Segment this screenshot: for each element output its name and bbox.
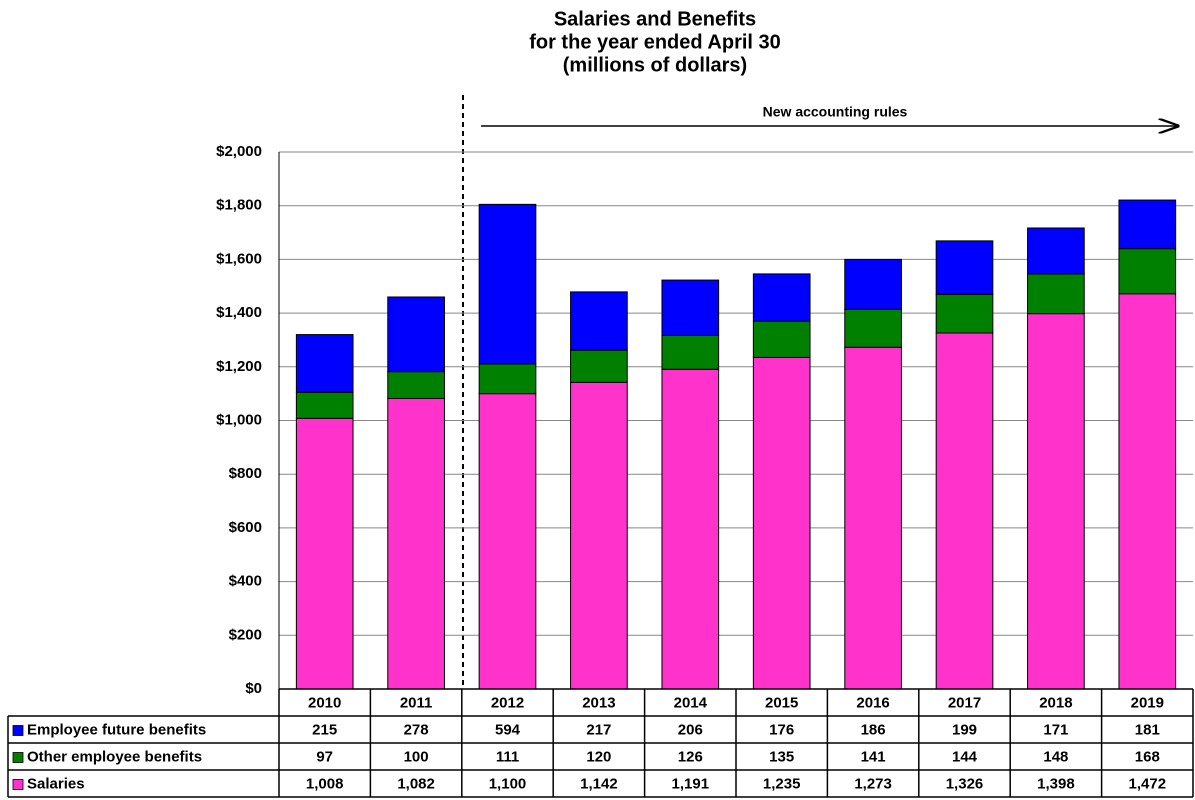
x-tick-label: 2011 [400, 694, 433, 711]
table-value: 111 [496, 748, 519, 765]
legend-key [12, 752, 24, 763]
bar-segment [1118, 199, 1177, 250]
y-tick-label: $0 [245, 680, 262, 697]
table-value: 1,100 [489, 775, 527, 792]
bar-segment [661, 279, 720, 336]
y-tick-label: $1,000 [216, 411, 262, 428]
bar-segment [752, 273, 811, 322]
bar-segment [387, 371, 445, 399]
table-value: 181 [1135, 721, 1160, 738]
x-tick-label: 2014 [674, 694, 708, 711]
bar-segment [295, 417, 354, 690]
legend-key [12, 779, 24, 790]
bar-segment [387, 397, 445, 690]
table-value: 1,142 [580, 775, 618, 792]
y-tick-label: $400 [229, 573, 262, 590]
bar-segment [661, 368, 720, 690]
legend-key [12, 725, 24, 736]
table-value: 186 [861, 721, 886, 738]
table-value: 1,472 [1129, 775, 1167, 792]
x-tick-label: 2018 [1039, 694, 1072, 711]
bar-segment [844, 258, 902, 310]
bar-segment [1118, 248, 1177, 295]
table-value: 1,326 [946, 775, 984, 792]
bar-segment [844, 308, 902, 348]
x-tick-label: 2015 [765, 694, 798, 711]
bar-segment [844, 346, 902, 690]
bar-segment [661, 334, 720, 370]
table-value: 199 [952, 721, 977, 738]
table-value: 215 [312, 721, 337, 738]
x-tick-label: 2010 [308, 694, 341, 711]
bar-segment [1027, 313, 1085, 690]
table-value: 1,273 [854, 775, 892, 792]
annotation: New accounting rules [763, 104, 908, 120]
bar-segment [387, 296, 445, 373]
x-tick-label: 2017 [948, 694, 981, 711]
bar-segment [1027, 273, 1085, 315]
y-tick-label: $1,600 [216, 250, 262, 267]
bar-segment [570, 349, 628, 383]
bar-segment [752, 356, 811, 690]
x-tick-label: 2013 [582, 694, 615, 711]
table-value: 1,235 [763, 775, 801, 792]
table-value: 594 [495, 721, 521, 738]
table-value: 135 [769, 748, 794, 765]
y-tick-label: $1,800 [216, 197, 262, 214]
table-value: 120 [586, 748, 611, 765]
table-value: 168 [1135, 748, 1160, 765]
chart-title: Salaries and Benefits [554, 8, 756, 30]
y-tick-label: $2,000 [216, 143, 262, 160]
table-value: 171 [1043, 721, 1068, 738]
bar-segment [570, 381, 628, 690]
x-tick-label: 2019 [1131, 694, 1164, 711]
legend-label: Employee future benefits [27, 721, 206, 738]
bar-segment [1027, 227, 1085, 275]
bar-segment [295, 334, 354, 393]
table-value: 100 [404, 748, 429, 765]
y-tick-label: $600 [229, 519, 262, 536]
legend-label: Salaries [27, 775, 85, 792]
bar-segment [1118, 293, 1177, 690]
table-value: 148 [1043, 748, 1068, 765]
table-value: 1,008 [306, 775, 344, 792]
table-value: 144 [952, 748, 978, 765]
bar-segment [752, 320, 811, 358]
table-value: 278 [404, 721, 429, 738]
table-value: 206 [678, 721, 703, 738]
y-tick-label: $1,200 [216, 358, 262, 375]
table-value: 1,398 [1037, 775, 1075, 792]
bar-segment [570, 291, 628, 351]
chart-title: for the year ended April 30 [529, 31, 781, 53]
bar-segment [478, 363, 537, 395]
table-value: 176 [769, 721, 794, 738]
y-tick-label: $1,400 [216, 304, 262, 321]
y-tick-label: $200 [229, 626, 262, 643]
bar-segment [295, 391, 354, 419]
y-tick-label: $800 [229, 465, 262, 482]
bar-segment [935, 332, 994, 690]
bar-segment [935, 293, 994, 334]
table-value: 126 [678, 748, 703, 765]
x-tick-label: 2012 [491, 694, 524, 711]
legend-label: Other employee benefits [27, 748, 202, 765]
bar-segment [478, 203, 537, 365]
table-value: 97 [316, 748, 333, 765]
x-tick-label: 2016 [856, 694, 889, 711]
bar-segment [478, 393, 537, 690]
table-value: 1,082 [397, 775, 435, 792]
chart-title: (millions of dollars) [563, 54, 747, 76]
bar-segment [935, 240, 994, 295]
table-value: 217 [586, 721, 611, 738]
table-value: 141 [861, 748, 886, 765]
table-value: 1,191 [672, 775, 710, 792]
